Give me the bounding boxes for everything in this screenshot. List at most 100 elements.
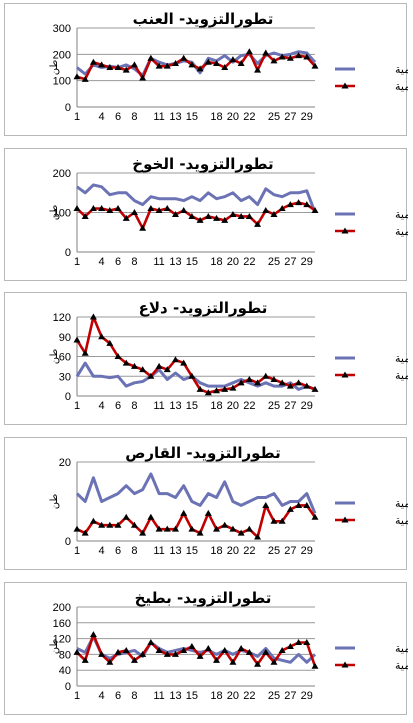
- x-tick-label: 18: [210, 400, 222, 412]
- x-tick-label: 13: [169, 400, 181, 412]
- series-marker: [171, 525, 179, 532]
- series-marker: [311, 207, 319, 214]
- series-marker: [237, 60, 245, 67]
- x-tick-label: 13: [169, 111, 181, 123]
- y-tick-label: 60: [59, 352, 71, 364]
- series-marker: [237, 529, 245, 536]
- series-marker: [122, 646, 130, 653]
- series-marker: [180, 646, 188, 653]
- series-marker: [163, 525, 171, 532]
- series-line-1: [76, 50, 317, 77]
- series-marker: [130, 362, 138, 369]
- series-marker: [147, 513, 155, 520]
- series-marker: [114, 205, 122, 212]
- series-marker: [98, 61, 106, 68]
- series-marker: [303, 382, 311, 389]
- series-marker: [98, 205, 106, 212]
- series-marker: [106, 658, 114, 665]
- x-tick-label: 22: [243, 545, 255, 557]
- series-marker: [204, 644, 212, 651]
- x-tick-label: 1: [74, 256, 80, 268]
- chart-panel-1: تطورالتزويد- العنب 0 100 200 300 طن 1 4 6 8 11 13 15…: [4, 3, 408, 136]
- series-marker: [147, 205, 155, 212]
- series-marker: [213, 525, 221, 532]
- series-marker: [204, 58, 212, 65]
- legend-label-1: 2014 الكمية: [395, 643, 408, 655]
- series-marker: [286, 201, 294, 208]
- legend-marker: [341, 227, 349, 234]
- x-tick-label: 13: [169, 256, 181, 268]
- legend-label-1: 2014 الكمية: [395, 353, 408, 365]
- series-marker: [139, 650, 147, 657]
- y-tick-label: 0: [65, 247, 71, 259]
- series-marker: [237, 379, 245, 386]
- series-marker: [196, 65, 204, 72]
- series-marker: [295, 501, 303, 508]
- series-marker: [311, 385, 319, 392]
- x-tick-label: 1: [74, 545, 80, 557]
- series-marker: [311, 513, 319, 520]
- x-tick-label: 20: [227, 111, 239, 123]
- series-marker: [221, 385, 229, 392]
- series-marker: [229, 210, 237, 217]
- series-marker: [130, 61, 138, 68]
- series-marker: [286, 382, 294, 389]
- x-tick-label: 6: [115, 545, 121, 557]
- x-tick-label: 15: [186, 545, 198, 557]
- legend-label-2: 2015 الكمية: [395, 370, 408, 382]
- series-marker: [311, 662, 319, 669]
- series-marker: [278, 517, 286, 524]
- x-tick-label: 11: [153, 111, 164, 123]
- y-tick-label: 120: [53, 634, 71, 646]
- series-line-1: [75, 361, 316, 391]
- x-tick-label: 18: [210, 690, 222, 702]
- series-marker: [81, 75, 89, 82]
- x-tick-label: 22: [243, 111, 255, 123]
- series-marker: [155, 62, 163, 69]
- series-marker: [245, 212, 253, 219]
- series-marker: [270, 517, 278, 524]
- series-marker: [122, 66, 130, 73]
- x-tick-label: 27: [284, 690, 296, 702]
- series-marker: [188, 212, 196, 219]
- chart-svg-4: تطورالتزويد- القارص 0 20 طن 1 4 6 8 11 13 15 18 20 22…: [49, 444, 408, 557]
- x-tick-label: 8: [131, 400, 137, 412]
- series-marker: [295, 199, 303, 206]
- series-marker: [81, 212, 89, 219]
- series-marker: [147, 372, 155, 379]
- series-marker: [295, 52, 303, 59]
- x-tick-label: 29: [301, 111, 313, 123]
- series-marker: [171, 210, 179, 217]
- y-tick-label: 90: [59, 332, 71, 344]
- x-tick-label: 29: [301, 545, 313, 557]
- series-marker: [221, 64, 229, 70]
- x-tick-label: 18: [210, 256, 222, 268]
- series-marker: [163, 650, 171, 657]
- series-marker: [278, 379, 286, 386]
- y-tick-label: 160: [53, 618, 71, 630]
- series-marker: [81, 349, 89, 356]
- series-marker: [73, 336, 81, 343]
- x-tick-label: 25: [268, 690, 280, 702]
- series-marker: [229, 56, 237, 63]
- series-marker: [221, 521, 229, 528]
- x-tick-label: 11: [153, 400, 164, 412]
- series-marker: [171, 60, 179, 67]
- series-marker: [286, 54, 294, 61]
- series-line-1: [76, 183, 317, 214]
- x-tick-label: 4: [99, 690, 105, 702]
- series-marker: [188, 525, 196, 532]
- y-tick-label: 0: [65, 391, 71, 403]
- x-tick-label: 29: [301, 256, 313, 268]
- y-axis-label: طن: [49, 639, 60, 655]
- x-tick-label: 13: [169, 690, 181, 702]
- x-tick-label: 6: [115, 400, 121, 412]
- x-tick-label: 25: [268, 256, 280, 268]
- legend-label-2: 2015 الكمية: [395, 515, 408, 527]
- x-tick-label: 20: [227, 690, 239, 702]
- series-marker: [81, 656, 89, 663]
- series-marker: [204, 212, 212, 219]
- series-marker: [295, 639, 303, 646]
- x-tick-label: 15: [186, 690, 198, 702]
- x-tick-label: 8: [131, 256, 137, 268]
